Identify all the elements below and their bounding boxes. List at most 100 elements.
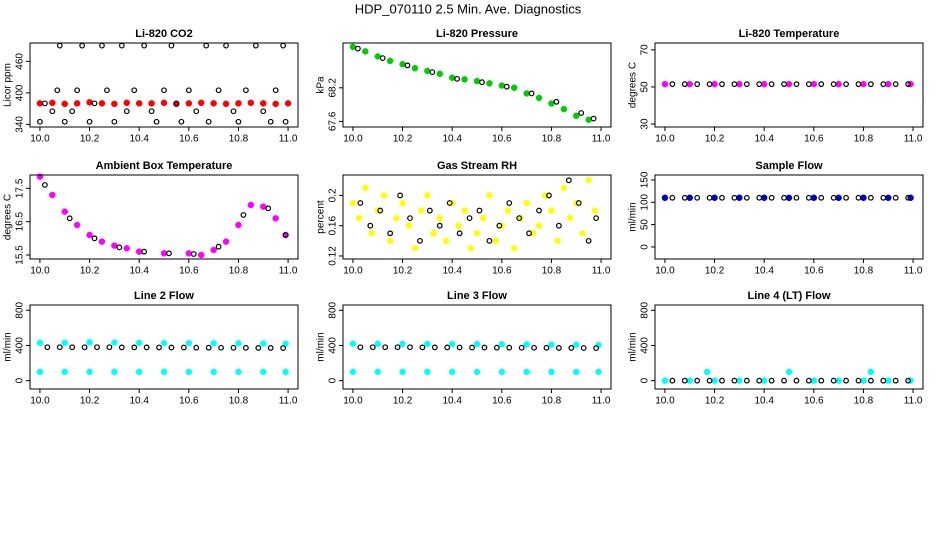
x-tick-label: 10.0 [343,134,363,145]
data-point [106,344,113,351]
x-tick-label: 11.0 [279,134,298,145]
data-point [111,339,118,346]
data-point [399,368,406,376]
data-point [743,194,750,201]
data-point [466,215,473,222]
panel-title: Ambient Box Temperature [96,160,233,172]
data-point [255,345,262,351]
data-point [86,339,93,346]
data-point [382,344,389,351]
x-tick-label: 10.0 [30,266,50,277]
data-point [568,345,575,351]
data-point [548,207,555,214]
data-point [543,344,550,351]
x-tick-label: 10.0 [655,396,675,407]
data-point [399,340,406,348]
data-point [867,377,874,384]
data-point [240,212,247,218]
data-point [374,368,381,376]
data-point [843,194,849,201]
data-point [880,81,887,88]
data-point [855,377,862,384]
data-point [843,81,849,88]
data-point [86,368,93,376]
x-tick-label: 10.8 [854,396,874,407]
data-point [523,368,530,376]
data-point [498,340,506,348]
data-point [37,118,43,125]
data-point [91,235,98,242]
data-point [49,108,56,115]
data-point [81,344,88,351]
data-point [855,194,862,201]
data-point [73,221,81,229]
data-point [818,194,825,201]
data-point [135,100,143,107]
data-point [185,339,193,347]
data-point [36,339,44,347]
y-tick-label: 400 [15,84,26,101]
data-point [892,81,899,88]
x-tick-label: 10.6 [804,134,824,145]
x-tick-label: 10.8 [542,396,562,407]
y-axis-label: ml/min [628,202,639,231]
data-point [131,344,138,351]
x-tick-label: 10.8 [229,134,249,145]
data-point [585,177,592,184]
data-point [830,81,837,88]
data-point [369,344,376,351]
data-point [282,232,289,238]
y-tick-label: 150 [640,171,651,188]
data-point [528,90,535,97]
data-point [585,237,592,244]
data-point [553,98,560,105]
data-point [135,339,143,347]
y-tick-label: 70 [640,44,651,56]
data-point [123,245,131,252]
data-point [399,61,406,68]
data-point [98,100,106,107]
data-point [486,80,493,87]
data-point [394,344,401,351]
data-point [104,87,110,94]
y-axis-label: percent [316,200,327,234]
panel-title: Line 4 (LT) Flow [748,290,831,302]
data-point [272,87,279,94]
x-tick-label: 10.2 [80,134,100,145]
data-point [282,118,289,125]
data-point [905,194,912,201]
y-tick-label: 460 [15,53,26,70]
data-point [785,368,793,376]
data-point [526,230,533,237]
data-point [66,215,73,222]
data-point [386,57,394,65]
data-point [86,231,93,239]
y-axis-label: Licor ppm [3,63,14,107]
data-point [436,214,444,222]
data-point [892,377,899,384]
data-point [669,194,676,201]
data-point [719,377,725,384]
data-point [61,339,68,347]
data-point [554,237,561,245]
x-tick-label: 11.0 [592,134,611,145]
x-tick-label: 10.4 [129,396,149,407]
data-point [411,245,419,252]
data-point [546,192,552,199]
data-point [160,99,168,107]
data-point [161,87,167,94]
data-point [506,200,513,206]
data-point [210,340,217,347]
x-tick-label: 10.6 [804,266,824,277]
y-axis-label: ml/min [628,332,639,361]
data-point [523,341,530,348]
y-axis-label: kPa [316,76,327,94]
y-tick-label: 16.5 [15,211,26,231]
data-point [694,377,701,384]
data-point [377,207,384,214]
data-point [768,81,775,88]
y-axis-label: ml/min [316,332,327,361]
x-tick-label: 10.2 [393,266,413,277]
data-point [374,340,381,347]
y-axis-label: degrees C [628,62,639,108]
